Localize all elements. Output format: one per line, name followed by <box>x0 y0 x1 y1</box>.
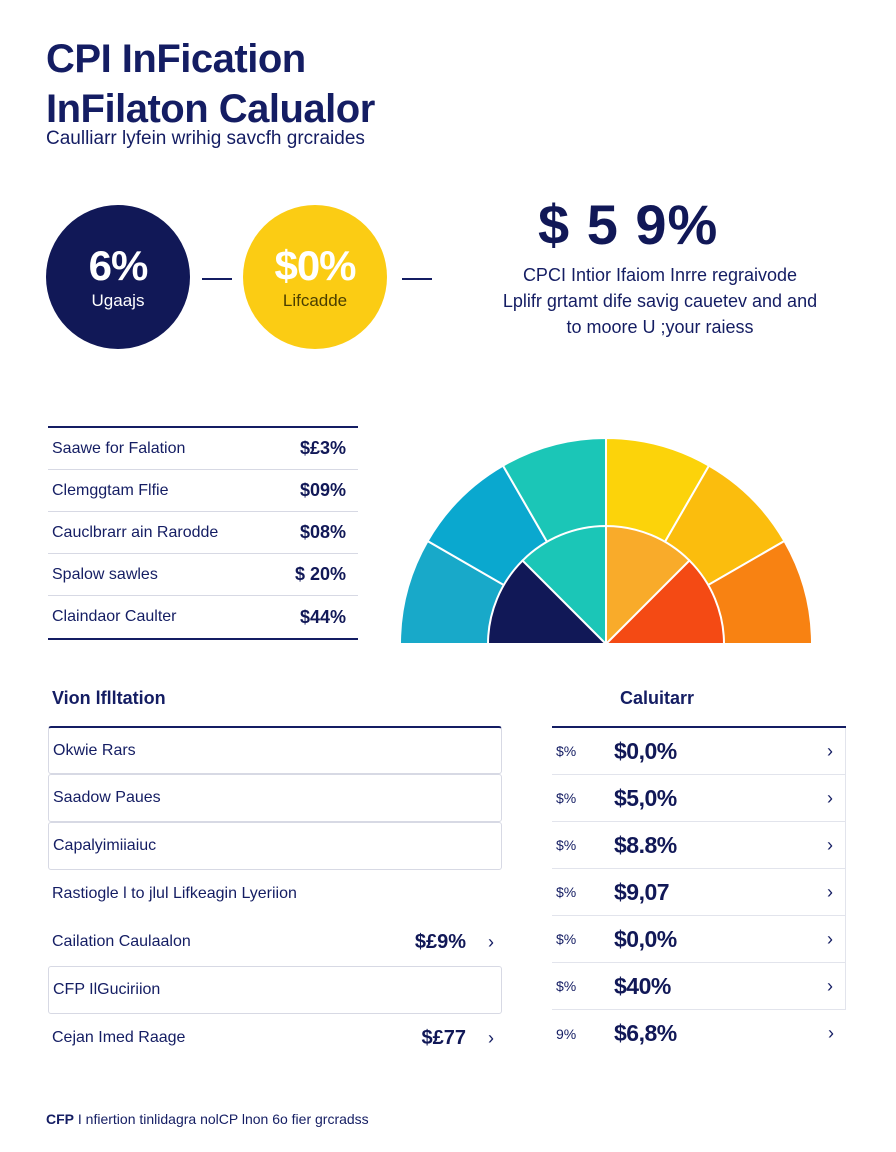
footer-text: I nfiertion tinlidagra nolCP lnon 6o fie… <box>74 1111 369 1127</box>
list-item[interactable]: Okwie Rars <box>48 726 502 774</box>
chevron-right-icon[interactable]: › <box>827 787 833 808</box>
summary-row-value: $08% <box>299 522 346 542</box>
row-value: $5,0% <box>614 784 677 811</box>
row-value: $40% <box>614 972 671 999</box>
row-rate: $% <box>556 837 577 853</box>
row-value: $6,8% <box>614 1020 677 1046</box>
summary-row-value: $09% <box>299 480 346 500</box>
chevron-right-icon[interactable]: › <box>827 975 833 996</box>
gauge-inner-segment <box>605 524 691 647</box>
summary-row-label: Claindaor Caulter <box>52 608 177 625</box>
page-title: CPI InFication InFilaton Calualor <box>46 34 375 134</box>
kpi-circle-2: $0% Lifcadde <box>243 205 387 349</box>
calculator-row[interactable]: $% $8.8% › <box>552 822 846 869</box>
row-value: $0,0% <box>614 925 677 952</box>
summary-row-value: $44% <box>299 606 346 627</box>
calculator-list: $% $0,0% › $% $5,0% › $% $8.8% › $% $9,0… <box>552 726 846 1057</box>
highlight-value: $ 5 9% <box>538 193 719 256</box>
summary-row: Saawe for Falation $£3% <box>48 428 358 470</box>
summary-table: Saawe for Falation $£3% Clemggtam Flfie … <box>48 426 358 640</box>
kpi-circle-1: 6% Ugaajs <box>46 205 190 349</box>
calculator-row[interactable]: $% $40% › <box>552 963 846 1010</box>
highlight-line-1: CPCI Intior Ifaiom Inrre regraivode <box>522 265 798 285</box>
chevron-right-icon[interactable]: › <box>828 1023 834 1043</box>
row-value: $0,0% <box>614 737 677 764</box>
highlight-line-2: Lplifr grtamt dife savig cauetev and and <box>502 291 818 311</box>
divider-dash <box>202 278 232 280</box>
row-rate: $% <box>556 790 577 806</box>
chevron-right-icon[interactable]: › <box>827 834 833 855</box>
kpi-2-label: Lifcadde <box>282 291 348 310</box>
list-item-label: Saadow Paues <box>53 789 161 806</box>
title-line-1: CPI InFication <box>46 37 306 81</box>
title-line-2: InFilaton Calualor <box>46 87 375 131</box>
page-subtitle: Caulliarr lyfein wrihig savcfh grcraides <box>46 128 365 149</box>
section-title-left: Vion lflltation <box>52 688 166 708</box>
calculator-row[interactable]: 9% $6,8% › <box>552 1010 846 1057</box>
summary-row-label: Clemggtam Flfie <box>52 481 169 499</box>
summary-row-value: $£3% <box>299 438 346 458</box>
list-item-value: $£9% <box>414 930 466 953</box>
list-item-label: Cejan Imed Raage <box>52 1029 186 1046</box>
row-value: $9,07 <box>614 878 670 905</box>
summary-row-label: Cauclbrarr ain Rarodde <box>52 523 219 541</box>
gauge-inner-segment <box>603 559 726 645</box>
divider-dash <box>402 278 432 280</box>
list-item[interactable]: Rastiogle l to jlul Lifkeagin Lyeriion <box>48 870 506 918</box>
summary-row: Clemggtam Flfie $09% <box>48 470 358 512</box>
kpi-1-value: 6% <box>88 242 149 289</box>
kpi-1-label: Ugaajs <box>91 291 145 310</box>
chevron-right-icon[interactable]: › <box>488 931 494 952</box>
row-rate: $% <box>556 884 577 900</box>
kpi-2-value: $0% <box>274 242 356 289</box>
summary-row: Spalow sawles $ 20% <box>48 554 358 596</box>
row-rate: $% <box>556 931 577 947</box>
chevron-right-icon[interactable]: › <box>827 928 833 949</box>
left-list: Okwie Rars Saadow Paues Capalyimiiaiuc R… <box>48 726 506 1062</box>
row-rate: 9% <box>556 1025 577 1042</box>
list-item[interactable]: Cejan Imed Raage $£77 › <box>48 1014 506 1062</box>
inflation-gauge <box>400 436 812 648</box>
summary-row-value: $ 20% <box>294 564 346 584</box>
list-item[interactable]: Saadow Paues <box>48 774 502 822</box>
highlight-description: CPCI Intior Ifaiom Inrre regraivode Lpli… <box>470 262 850 340</box>
summary-row-label: Saawe for Falation <box>52 439 186 457</box>
gauge-inner-segment <box>521 524 607 647</box>
chevron-right-icon[interactable]: › <box>827 881 833 902</box>
list-item-label: Capalyimiiaiuc <box>53 837 157 854</box>
list-item-label: Cailation Caulaalon <box>52 933 191 950</box>
section-title-right: Caluitarr <box>620 688 695 708</box>
summary-row: Cauclbrarr ain Rarodde $08% <box>48 512 358 554</box>
calculator-row[interactable]: $% $5,0% › <box>552 775 846 822</box>
footer: CFP I nfiertion tinlidagra nolCP lnon 6o… <box>46 1111 369 1127</box>
summary-row: Claindaor Caulter $44% <box>48 596 358 638</box>
list-item-label: Rastiogle l to jlul Lifkeagin Lyeriion <box>52 885 297 902</box>
chevron-right-icon[interactable]: › <box>827 740 833 761</box>
list-item[interactable]: Capalyimiiaiuc <box>48 822 502 870</box>
list-item-value: $£77 <box>421 1026 467 1049</box>
calculator-row[interactable]: $% $9,07 › <box>552 869 846 916</box>
list-item[interactable]: CFP IlGuciriion <box>48 966 502 1014</box>
calculator-row[interactable]: $% $0,0% › <box>552 916 846 963</box>
row-rate: $% <box>556 978 577 994</box>
gauge-inner-segment <box>486 559 609 645</box>
highlight-line-3: to moore U ;your raiess <box>566 317 754 337</box>
list-item-label: CFP IlGuciriion <box>53 981 161 998</box>
list-item[interactable]: Cailation Caulaalon $£9% › <box>48 918 506 966</box>
list-item-label: Okwie Rars <box>53 741 136 759</box>
chevron-right-icon[interactable]: › <box>488 1027 494 1048</box>
calculator-row[interactable]: $% $0,0% › <box>552 728 846 775</box>
footer-brand: CFP <box>46 1111 74 1127</box>
row-rate: $% <box>556 743 577 759</box>
row-value: $8.8% <box>614 831 677 858</box>
summary-row-label: Spalow sawles <box>52 565 158 583</box>
